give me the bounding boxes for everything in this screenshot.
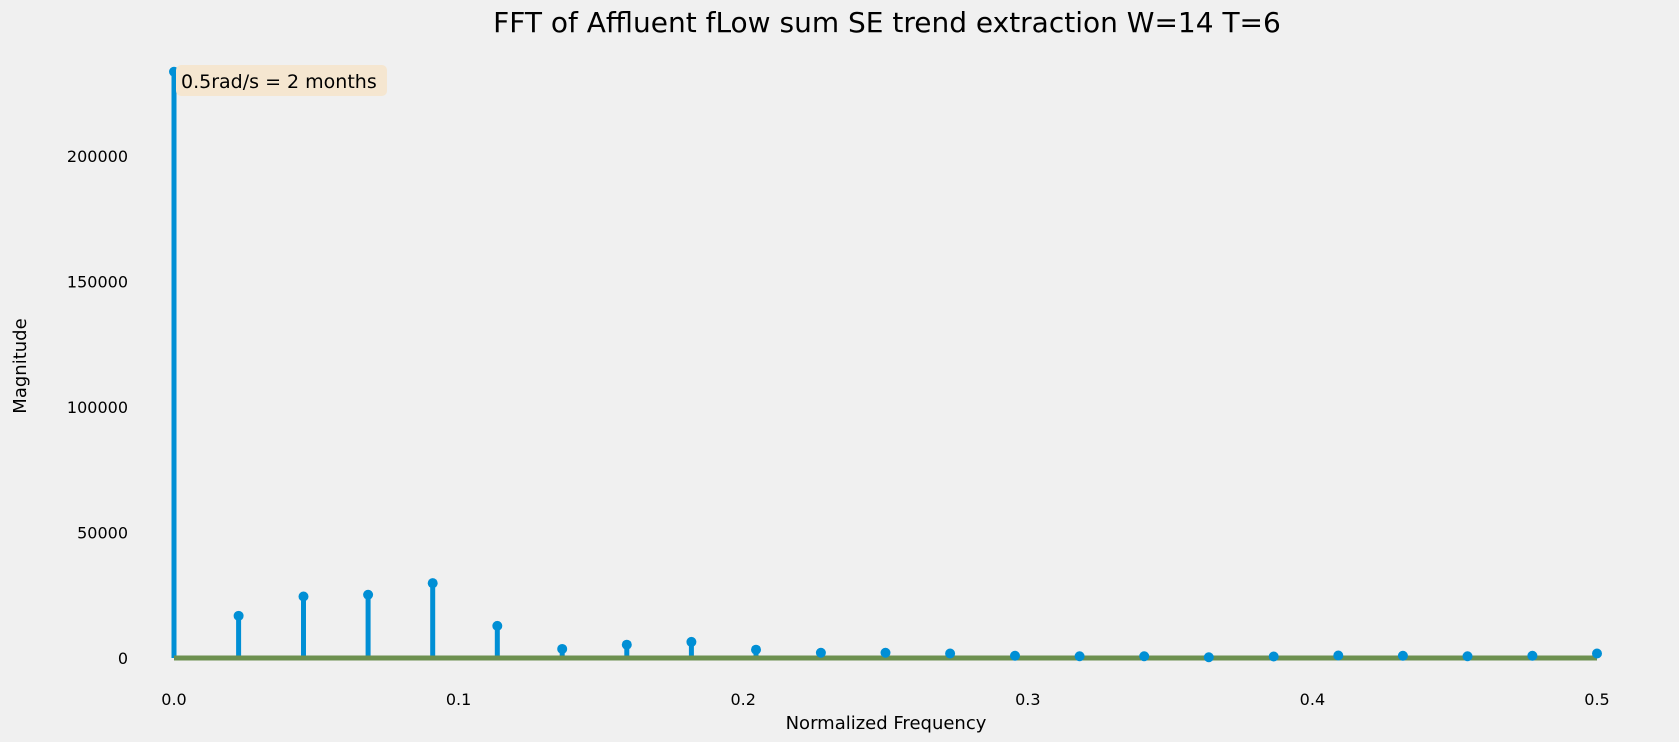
stem-marker — [1462, 651, 1473, 662]
stem-marker — [880, 647, 891, 658]
stem-marker — [492, 620, 503, 631]
stem-marker — [1527, 650, 1538, 661]
stem-marker — [1074, 651, 1085, 662]
y-tick-label: 150000 — [67, 272, 128, 291]
x-tick-label: 0.2 — [730, 690, 755, 709]
chart-title: FFT of Affluent fLow sum SE trend extrac… — [493, 6, 1281, 39]
stem-marker — [363, 589, 374, 600]
stem-marker — [945, 648, 956, 659]
stem-marker — [1268, 651, 1279, 662]
y-tick-label: 50000 — [77, 523, 128, 542]
y-tick-label: 100000 — [67, 398, 128, 417]
x-tick-label: 0.4 — [1300, 690, 1325, 709]
x-axis-title: Normalized Frequency — [786, 713, 987, 734]
stem-marker — [815, 647, 826, 658]
stem-marker — [1397, 650, 1408, 661]
stem-marker — [751, 644, 762, 655]
y-tick-label: 0 — [118, 649, 128, 668]
x-tick-label: 0.0 — [161, 690, 186, 709]
y-tick-label: 200000 — [67, 147, 128, 166]
x-tick-labels: 0.0 0.1 0.2 0.3 0.4 0.5 — [161, 690, 1609, 709]
stem-marker — [1333, 650, 1344, 661]
stem-marker — [1139, 651, 1150, 662]
stem-marker — [686, 636, 697, 647]
stem-markers — [169, 66, 1602, 663]
annotation-text: 0.5rad/s = 2 months — [181, 71, 377, 93]
stem-marker — [427, 578, 438, 589]
annotation-box: 0.5rad/s = 2 months — [176, 65, 387, 96]
y-tick-labels: 0 50000 100000 150000 200000 — [67, 147, 128, 668]
annotation-background — [176, 65, 387, 96]
x-tick-label: 0.3 — [1015, 690, 1040, 709]
stem-marker — [1009, 650, 1020, 661]
stem-marker — [1203, 652, 1214, 663]
x-tick-label: 0.1 — [446, 690, 471, 709]
stem-marker — [298, 591, 309, 602]
stem-marker — [1592, 648, 1602, 659]
stem-marker — [557, 643, 568, 654]
stem-marker — [233, 610, 244, 621]
x-tick-label: 0.5 — [1584, 690, 1609, 709]
y-axis-title: Magnitude — [10, 318, 31, 413]
stem-series — [171, 71, 1600, 658]
stem-marker — [621, 639, 632, 650]
